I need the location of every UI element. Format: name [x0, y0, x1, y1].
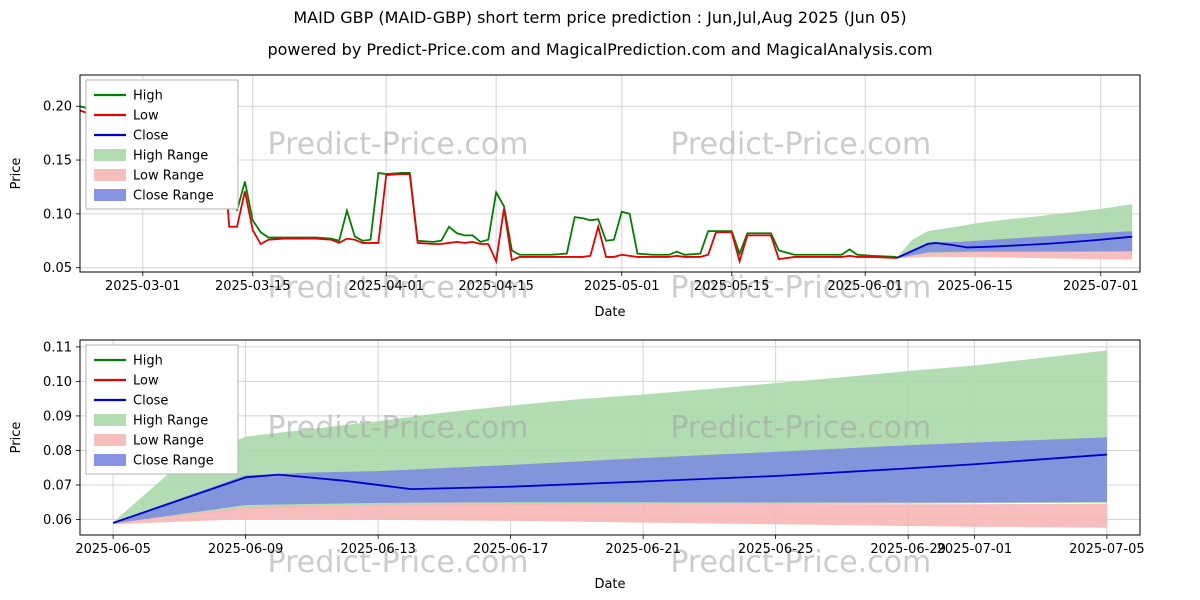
- watermarks: Predict-Price.com Predict-Price.com Predic…: [268, 127, 932, 306]
- prediction-bands: [896, 204, 1133, 260]
- y-tick-label: 0.11: [43, 340, 72, 355]
- x-axis-label: Date: [594, 305, 625, 320]
- y-tick-label: 0.07: [43, 478, 72, 493]
- x-tick-label: 2025-06-15: [937, 279, 1013, 294]
- watermark-text: Predict-Price.com: [670, 127, 931, 162]
- page-title: MAID GBP (MAID-GBP) short term price pre…: [293, 8, 907, 27]
- x-tick-label: 2025-04-01: [348, 279, 424, 294]
- x-tick-label: 2025-06-21: [605, 542, 681, 557]
- y-tick-label: 0.09: [43, 409, 72, 424]
- watermark-text: Predict-Price.com: [268, 271, 529, 306]
- x-tick-label: 2025-06-29: [870, 542, 946, 557]
- x-tick-label: 2025-06-01: [827, 279, 903, 294]
- y-tick-label: 0.08: [43, 444, 72, 459]
- line-close: [896, 235, 1133, 259]
- legend-swatch-low_range: [94, 434, 126, 446]
- legend-box: [85, 344, 239, 475]
- x-tick-label: 2025-07-01: [937, 542, 1013, 557]
- page-subtitle: powered by Predict-Price.com and Magical…: [267, 40, 933, 59]
- watermark-text: Predict-Price.com: [670, 271, 931, 306]
- y-tick-label: 0.05: [43, 261, 72, 276]
- grid-lines: [80, 75, 1140, 272]
- legend-swatch-close_range: [94, 189, 126, 201]
- y-tick-label: 0.20: [43, 100, 72, 115]
- axis-ticks: 2025-06-05 2025-06-09 2025-06-13 2025-06-17…: [43, 340, 1145, 557]
- legend-swatch-high_range: [94, 149, 126, 161]
- legend-label: Close: [133, 394, 168, 409]
- y-axis-label: Price: [9, 422, 24, 454]
- legend-label: Close Range: [133, 189, 214, 204]
- legend-label: High Range: [133, 149, 208, 164]
- x-tick-label: 2025-06-25: [738, 542, 814, 557]
- band-close_range: [113, 437, 1107, 524]
- watermark-text: Predict-Price.com: [670, 545, 931, 580]
- legend-label: High Range: [133, 414, 208, 429]
- prediction-detail-chart: Predict-Price.com Predict-Price.com Predic…: [9, 339, 1145, 592]
- watermark-text: Predict-Price.com: [670, 411, 931, 446]
- legend-label: High: [133, 354, 163, 369]
- x-tick-label: 2025-06-17: [473, 542, 549, 557]
- axis-ticks: 2025-03-01 2025-03-15 2025-04-01 2025-04-15…: [43, 100, 1138, 294]
- x-tick-label: 2025-03-01: [105, 279, 181, 294]
- x-tick-label: 2025-07-01: [1063, 279, 1139, 294]
- legend-box: [85, 79, 239, 210]
- watermark-text: Predict-Price.com: [268, 545, 529, 580]
- x-tick-label: 2025-05-15: [694, 279, 770, 294]
- y-tick-label: 0.15: [43, 154, 72, 169]
- x-tick-label: 2025-03-15: [215, 279, 291, 294]
- x-tick-label: 2025-06-09: [208, 542, 284, 557]
- legend-label: Low Range: [133, 434, 204, 449]
- price-lines: [112, 453, 1107, 524]
- band-low_range: [896, 251, 1133, 260]
- x-tick-label: 2025-07-05: [1069, 542, 1145, 557]
- watermark-text: Predict-Price.com: [268, 411, 529, 446]
- history-and-prediction-chart: Predict-Price.com Predict-Price.com Predic…: [9, 74, 1141, 320]
- band-low_range: [113, 503, 1107, 528]
- legend: High Low Close High Range Low Range Close Ran…: [85, 79, 239, 210]
- legend-label: Low Range: [133, 169, 204, 184]
- legend-label: Close: [133, 129, 168, 144]
- legend-swatch-low_range: [94, 169, 126, 181]
- y-tick-label: 0.10: [43, 375, 72, 390]
- legend-label: High: [133, 89, 163, 104]
- line-close: [112, 453, 1107, 524]
- plot-frame: [79, 339, 1141, 536]
- legend-swatch-close_range: [94, 454, 126, 466]
- x-tick-label: 2025-04-15: [458, 279, 534, 294]
- legend-label: Close Range: [133, 454, 214, 469]
- legend-label: Low: [133, 374, 159, 389]
- x-tick-label: 2025-06-13: [340, 542, 416, 557]
- watermarks: Predict-Price.com Predict-Price.com Predic…: [268, 411, 932, 581]
- x-axis-label: Date: [594, 577, 625, 592]
- price-lines: [79, 80, 1133, 265]
- prediction-bands: [113, 350, 1107, 528]
- x-tick-label: 2025-05-01: [584, 279, 660, 294]
- x-tick-label: 2025-06-05: [75, 542, 151, 557]
- watermark-text: Predict-Price.com: [268, 127, 529, 162]
- plot-frame: [79, 74, 1141, 273]
- line-high: [79, 80, 897, 258]
- y-tick-label: 0.10: [43, 207, 72, 222]
- legend-swatch-high_range: [94, 414, 126, 426]
- y-tick-label: 0.06: [43, 513, 72, 528]
- legend: High Low Close High Range Low Range Close Ran…: [85, 344, 239, 475]
- legend-label: Low: [133, 109, 159, 124]
- y-axis-label: Price: [9, 158, 24, 190]
- line-low: [79, 109, 897, 265]
